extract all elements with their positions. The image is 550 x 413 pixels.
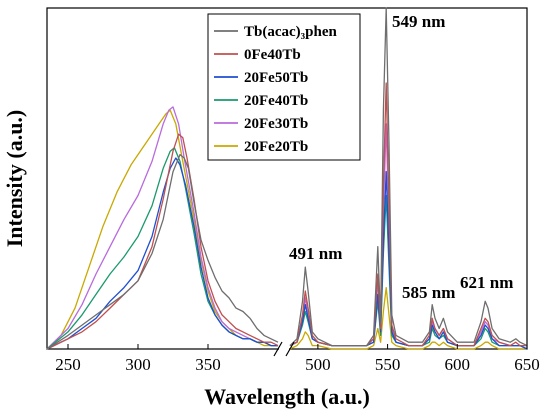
- x-axis-ticks: 250 300 350 500 550 600 650: [55, 344, 540, 374]
- x-tick-label-600: 600: [445, 355, 471, 374]
- x-tick-label-650: 650: [514, 355, 540, 374]
- x-tick-label-500: 500: [305, 355, 331, 374]
- series-line-3-left: [46, 157, 278, 350]
- legend-box: [207, 13, 361, 161]
- axis-break-gap: [279, 341, 289, 357]
- x-axis-title: Wavelength (a.u.): [204, 384, 370, 409]
- series-line-4-left: [46, 147, 278, 350]
- legend-label-5: 20Fe30Tb: [244, 116, 308, 132]
- peak-label-549: 549 nm: [392, 12, 445, 31]
- legend-label-3: 20Fe50Tb: [244, 70, 308, 86]
- series-layer: [46, 7, 528, 350]
- legend-label-6: 20Fe20Tb: [244, 139, 308, 155]
- x-tick-label-300: 300: [125, 355, 151, 374]
- legend-label-2: 0Fe40Tb: [244, 47, 301, 63]
- x-tick-label-250: 250: [55, 355, 81, 374]
- legend-label-4: 20Fe40Tb: [244, 93, 308, 109]
- series-line-1-right: [289, 7, 528, 347]
- legend: Tb(acac)₃phen 0Fe40Tb 20Fe50Tb 20Fe40Tb 20Fe…: [207, 13, 361, 161]
- legend-label-1: Tb(acac)₃phen: [244, 24, 337, 40]
- axis-break-slash-left: [273, 341, 283, 357]
- series-line-2-left: [46, 133, 279, 350]
- peak-label-621: 621 nm: [460, 273, 513, 292]
- y-axis-title: Intensity (a.u.): [2, 110, 27, 248]
- x-tick-label-350: 350: [195, 355, 221, 374]
- legend-items: Tb(acac)₃phen 0Fe40Tb 20Fe50Tb 20Fe40Tb 20Fe…: [214, 24, 337, 155]
- series-line-6-right: [289, 286, 527, 350]
- x-tick-label-550: 550: [375, 355, 401, 374]
- series-line-1-left: [46, 153, 279, 350]
- peak-annotations: 549 nm 491 nm 585 nm 621 nm: [289, 12, 513, 302]
- plot-area: [46, 7, 528, 357]
- peak-label-585: 585 nm: [402, 283, 455, 302]
- peak-label-491: 491 nm: [289, 244, 342, 263]
- series-line-2-right: [289, 82, 527, 347]
- axis-break-mark: [273, 341, 295, 357]
- axis-break-slash-right: [285, 341, 295, 357]
